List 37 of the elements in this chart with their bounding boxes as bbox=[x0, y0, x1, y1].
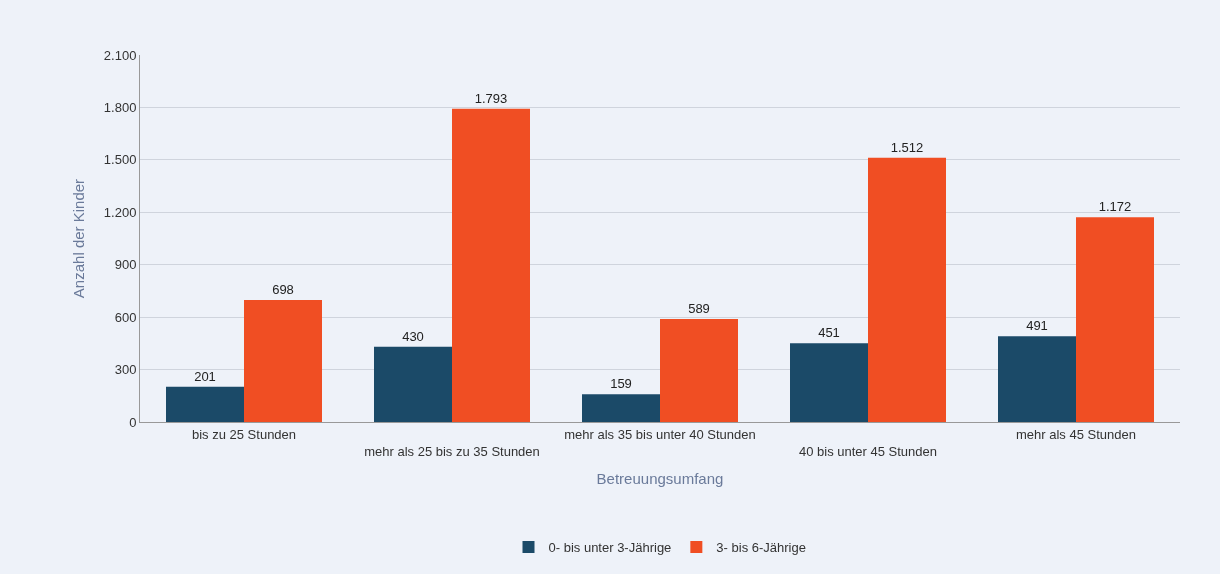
bar bbox=[244, 300, 322, 422]
data-label: 159 bbox=[610, 376, 632, 392]
y-tick-label: 1.800 bbox=[103, 99, 137, 115]
x-tick-label: 40 bis unter 45 Stunden bbox=[798, 443, 938, 459]
y-tick-label: 600 bbox=[114, 309, 137, 325]
data-label: 1.793 bbox=[474, 90, 508, 106]
data-label: 451 bbox=[818, 325, 840, 341]
data-label: 1.512 bbox=[890, 139, 924, 155]
bar bbox=[1076, 217, 1154, 422]
x-tick-label: mehr als 45 Stunden bbox=[1016, 426, 1136, 442]
legend-label: 0- bis unter 3-Jährige bbox=[548, 540, 672, 556]
data-label: 491 bbox=[1026, 318, 1048, 334]
x-tick-label: mehr als 25 bis zu 35 Stunden bbox=[364, 443, 540, 459]
x-tick-label: mehr als 35 bis unter 40 Stunden bbox=[564, 426, 756, 442]
data-label: 430 bbox=[402, 328, 424, 344]
x-tick-label: bis zu 25 Stunden bbox=[191, 426, 297, 442]
y-tick-label: 2.100 bbox=[103, 47, 137, 63]
y-tick-label: 300 bbox=[114, 362, 137, 378]
y-tick-label: 0 bbox=[129, 414, 137, 430]
legend-label: 3- bis 6-Jährige bbox=[716, 540, 806, 556]
bar bbox=[660, 319, 738, 422]
y-tick-label: 900 bbox=[114, 257, 137, 273]
bar bbox=[868, 157, 946, 422]
y-tick-label: 1.500 bbox=[103, 152, 137, 168]
data-label: 1.172 bbox=[1098, 199, 1132, 215]
bar bbox=[452, 108, 530, 422]
bar bbox=[166, 386, 244, 422]
y-axis-title: Anzahl der Kinder bbox=[70, 178, 88, 299]
data-label: 698 bbox=[272, 282, 294, 298]
data-label: 589 bbox=[688, 301, 710, 317]
bar bbox=[790, 343, 868, 422]
bar bbox=[374, 346, 452, 422]
data-label: 201 bbox=[194, 368, 216, 384]
bar bbox=[582, 394, 660, 422]
y-tick-label: 1.200 bbox=[103, 204, 137, 220]
x-axis-title: Betreuungsumfang bbox=[596, 469, 724, 487]
bar bbox=[998, 336, 1076, 422]
